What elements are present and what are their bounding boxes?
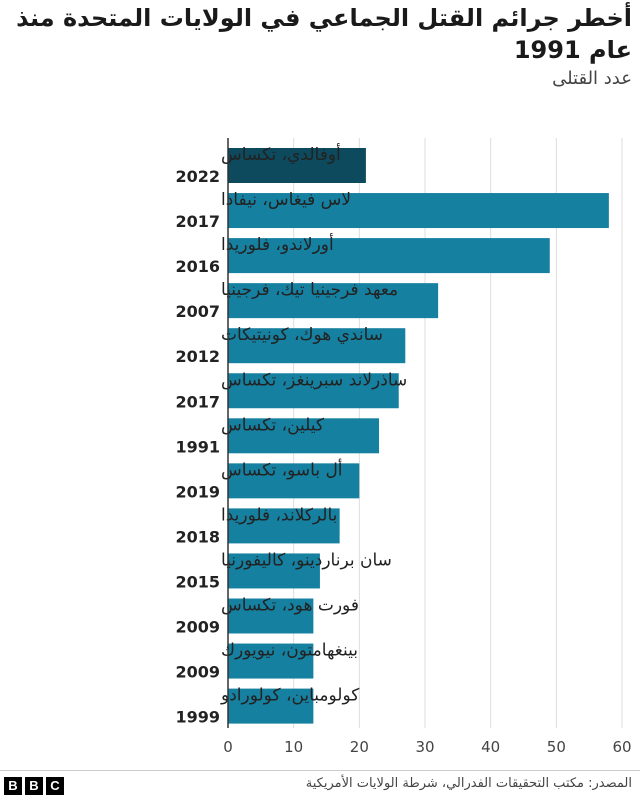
bar bbox=[228, 238, 550, 274]
bar-label-year: 1999 bbox=[175, 708, 220, 727]
bbc-logo-letter: B bbox=[25, 777, 43, 795]
x-tick-label: 30 bbox=[415, 738, 434, 756]
source-note: المصدر: مكتب التحقيقات الفدرالي، شرطة ال… bbox=[305, 776, 632, 791]
bar-label-place: ساذرلاند سبرينغز، تكساس bbox=[221, 370, 407, 390]
bar-label-place: معهد فرجينيا تيك، فرجينيا bbox=[221, 280, 398, 300]
bar bbox=[228, 418, 380, 454]
bar-label-year: 2016 bbox=[175, 257, 220, 276]
bar-label-place: لاس فيغاس، نيفادا bbox=[221, 190, 351, 210]
bar-label-year: 2019 bbox=[175, 482, 220, 501]
bar-label-year: 2022 bbox=[175, 167, 220, 186]
bar bbox=[228, 148, 366, 183]
bar-label-place: أل باسو، تكساس bbox=[221, 458, 343, 480]
bar-label-place: كيلين، تكساس bbox=[221, 415, 325, 435]
bar-label-place: بينغهامتون، نيويورك bbox=[221, 641, 358, 661]
bar-label-place: كولومباين، كولورادو bbox=[220, 686, 360, 706]
bar bbox=[228, 553, 320, 589]
bar-label-year: 2018 bbox=[175, 527, 220, 546]
bar-label-place: سان برناردينو، كاليفورنيا bbox=[221, 550, 392, 570]
bar-label-place: بالركلاند، فلوريدا bbox=[221, 505, 337, 525]
bar-label-year: 2017 bbox=[175, 212, 220, 231]
bar-label-place: فورت هود، تكساس bbox=[221, 596, 359, 616]
x-tick-label: 0 bbox=[223, 738, 233, 756]
bar-label-year: 2009 bbox=[175, 618, 220, 637]
bar-label-year: 2012 bbox=[175, 347, 220, 366]
chart-subtitle: عدد القتلى bbox=[552, 68, 632, 89]
footer-divider bbox=[0, 770, 640, 771]
bar bbox=[228, 688, 314, 724]
x-tick-label: 40 bbox=[481, 738, 500, 756]
bar-label-year: 1991 bbox=[175, 437, 220, 456]
x-tick-label: 20 bbox=[350, 738, 369, 756]
x-tick-label: 10 bbox=[284, 738, 303, 756]
x-tick-label: 60 bbox=[612, 738, 631, 756]
bbc-logo: B B C bbox=[4, 777, 64, 795]
bar bbox=[228, 283, 439, 319]
x-tick-label: 50 bbox=[547, 738, 566, 756]
bar bbox=[228, 508, 340, 544]
bar-label-year: 2009 bbox=[175, 663, 220, 682]
bar bbox=[228, 643, 314, 679]
bbc-logo-letter: C bbox=[46, 777, 64, 795]
bar bbox=[228, 193, 609, 229]
bar bbox=[228, 328, 406, 364]
bar-label-year: 2015 bbox=[175, 572, 220, 591]
bar bbox=[228, 463, 360, 499]
bar bbox=[228, 373, 399, 409]
bar-label-place: أورلاندو، فلوريدا bbox=[221, 233, 334, 255]
bar-label-place: ساندي هوك، كونيتيكات bbox=[221, 325, 383, 345]
bbc-logo-letter: B bbox=[4, 777, 22, 795]
bar-label-year: 2007 bbox=[175, 302, 220, 321]
bar bbox=[228, 598, 314, 634]
bar-label-year: 2017 bbox=[175, 392, 220, 411]
chart-title: أخطر جرائم القتل الجماعي في الولايات الم… bbox=[16, 4, 632, 64]
bar-label-place: أوفالدي، تكساس bbox=[221, 143, 341, 165]
